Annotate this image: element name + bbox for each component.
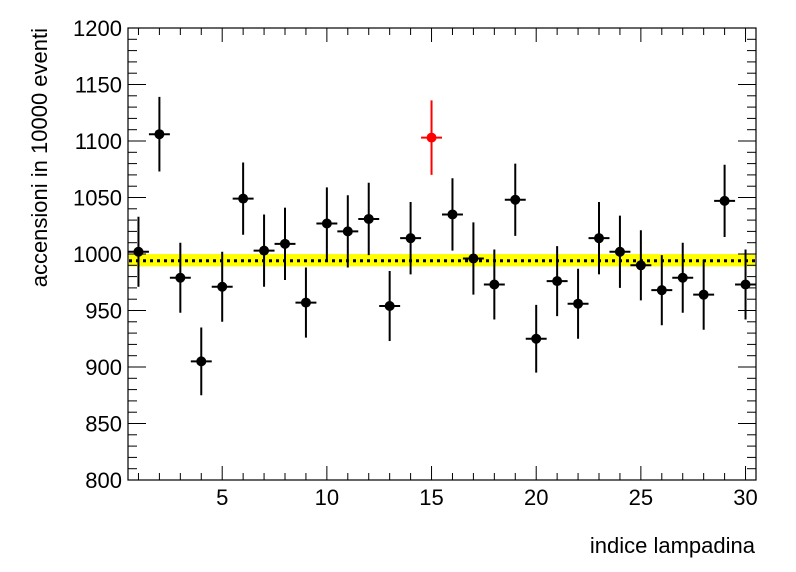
point-marker bbox=[719, 195, 730, 206]
point-marker bbox=[614, 246, 625, 257]
y-axis-title: accensioni in 10000 eventi bbox=[27, 28, 52, 287]
data-point bbox=[483, 249, 505, 320]
y-tick-label: 800 bbox=[85, 468, 122, 493]
point-marker bbox=[447, 209, 458, 220]
data-point bbox=[400, 202, 422, 275]
y-tick-label: 900 bbox=[85, 355, 122, 380]
data-point bbox=[525, 304, 547, 373]
point-marker bbox=[405, 233, 416, 244]
y-tick-label: 1050 bbox=[73, 186, 122, 211]
y-tick-label: 1100 bbox=[75, 129, 122, 154]
data-point bbox=[148, 96, 170, 172]
data-points-layer bbox=[128, 96, 756, 396]
data-point bbox=[358, 182, 380, 256]
data-point bbox=[442, 178, 463, 251]
x-tick-label: 20 bbox=[524, 485, 548, 510]
point-marker bbox=[175, 272, 186, 283]
point-marker bbox=[656, 285, 667, 296]
point-marker bbox=[342, 226, 353, 237]
x-tick-label: 15 bbox=[419, 485, 443, 510]
x-axis-title: indice lampadina bbox=[590, 533, 756, 558]
point-marker bbox=[133, 246, 144, 257]
point-marker bbox=[677, 272, 688, 283]
data-point bbox=[274, 207, 296, 280]
point-marker bbox=[740, 279, 751, 290]
data-point bbox=[567, 268, 589, 339]
point-marker bbox=[594, 233, 604, 244]
data-point bbox=[504, 163, 526, 236]
point-marker bbox=[698, 289, 709, 300]
y-tick-label: 1000 bbox=[73, 242, 122, 267]
data-point bbox=[232, 162, 254, 235]
data-point bbox=[588, 202, 610, 275]
point-marker bbox=[531, 333, 542, 344]
data-point bbox=[546, 246, 568, 317]
y-tick-label: 1200 bbox=[73, 16, 122, 41]
data-point bbox=[630, 230, 652, 301]
point-marker bbox=[573, 298, 584, 309]
x-tick-label: 25 bbox=[629, 485, 653, 510]
point-marker bbox=[300, 297, 311, 308]
point-marker bbox=[384, 300, 395, 311]
x-tick-label: 5 bbox=[216, 485, 228, 510]
data-point bbox=[379, 270, 401, 342]
y-tick-label: 850 bbox=[85, 412, 122, 437]
point-marker bbox=[468, 253, 479, 264]
point-marker bbox=[259, 245, 270, 256]
data-point bbox=[693, 259, 715, 330]
point-marker bbox=[552, 276, 563, 287]
axis-ticks-layer bbox=[128, 27, 756, 481]
data-point bbox=[651, 255, 673, 326]
x-tick-label: 30 bbox=[733, 485, 757, 510]
data-point bbox=[609, 215, 631, 288]
point-marker bbox=[426, 132, 437, 143]
data-point bbox=[253, 214, 275, 287]
x-tick-label: 10 bbox=[315, 485, 339, 510]
data-point bbox=[316, 187, 338, 260]
point-marker bbox=[280, 238, 290, 249]
tick-labels-layer: 5 10 15 20 25 30 800 850 900 950 1000 1050 1100 1150 1… bbox=[73, 16, 758, 510]
point-marker bbox=[321, 218, 332, 229]
point-marker bbox=[510, 194, 521, 205]
data-point bbox=[337, 195, 359, 268]
point-marker bbox=[363, 213, 374, 224]
data-point bbox=[169, 242, 191, 313]
data-point bbox=[295, 267, 317, 338]
point-marker bbox=[238, 193, 249, 204]
y-tick-label: 1150 bbox=[75, 73, 122, 98]
point-marker bbox=[489, 279, 500, 290]
data-point bbox=[421, 100, 442, 175]
data-point bbox=[672, 242, 694, 313]
data-point bbox=[462, 222, 484, 295]
data-point bbox=[735, 249, 756, 320]
data-point bbox=[714, 164, 736, 238]
point-marker bbox=[635, 260, 646, 271]
point-marker bbox=[154, 129, 165, 140]
point-marker bbox=[196, 356, 207, 367]
y-tick-label: 950 bbox=[85, 299, 122, 324]
data-point bbox=[190, 327, 212, 396]
data-point bbox=[211, 251, 233, 322]
point-marker bbox=[217, 281, 228, 292]
